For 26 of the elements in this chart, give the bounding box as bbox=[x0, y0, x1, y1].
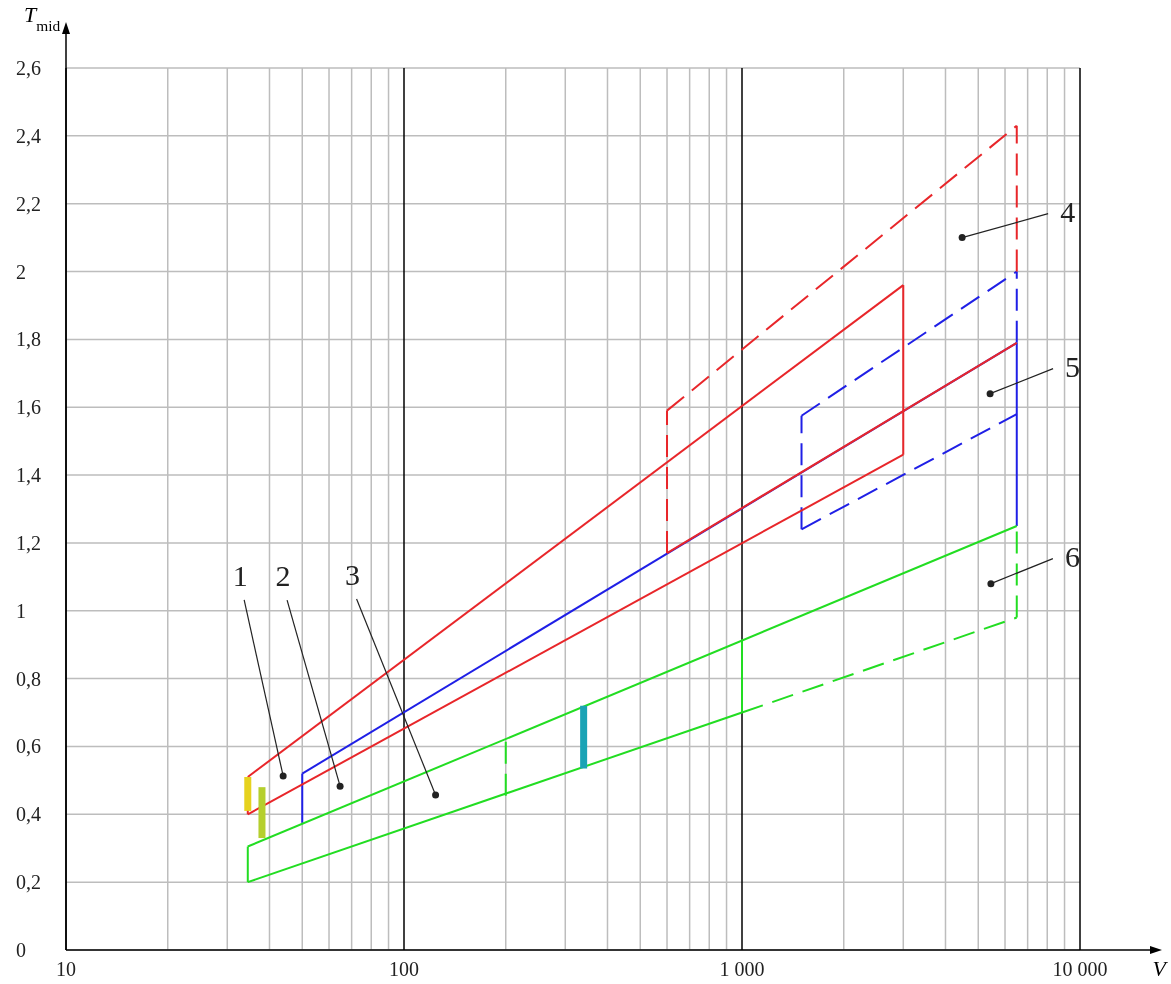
y-tick-label: 2,6 bbox=[16, 57, 41, 79]
y-tick-label: 2 bbox=[16, 260, 26, 283]
x-tick-label: 10 bbox=[56, 958, 76, 980]
annotation: 5 bbox=[1065, 349, 1081, 383]
y-tick-label: 0,4 bbox=[16, 803, 41, 826]
y-tick-label: 0,8 bbox=[16, 667, 41, 690]
x-tick-label: 1 000 bbox=[719, 958, 765, 980]
x-axis-title: V bbox=[1152, 956, 1169, 981]
annotation: 2 bbox=[275, 559, 291, 593]
y-tick-label: 2,4 bbox=[16, 124, 41, 147]
y-tick-label: 1,8 bbox=[16, 328, 41, 351]
annotation: 1 bbox=[232, 558, 248, 592]
x-tick-label: 100 bbox=[389, 958, 419, 980]
y-tick-label: 1,4 bbox=[16, 464, 41, 487]
y-tick-label: 0,6 bbox=[16, 735, 41, 758]
annotation: 6 bbox=[1064, 539, 1080, 573]
y-tick-label: 1,6 bbox=[16, 396, 41, 419]
y-tick-label: 0,2 bbox=[16, 871, 41, 894]
y-tick-label: 1 bbox=[16, 599, 26, 622]
x-tick-label: 10 000 bbox=[1052, 958, 1108, 980]
y-axis-title: T$_{mid}$ bbox=[24, 2, 61, 34]
y-tick-label: 0 bbox=[16, 939, 26, 961]
annotation: 4 bbox=[1060, 194, 1076, 228]
y-tick-label: 2,2 bbox=[16, 192, 41, 215]
annotation: 3 bbox=[345, 557, 361, 591]
y-tick-label: 1,2 bbox=[16, 531, 41, 554]
